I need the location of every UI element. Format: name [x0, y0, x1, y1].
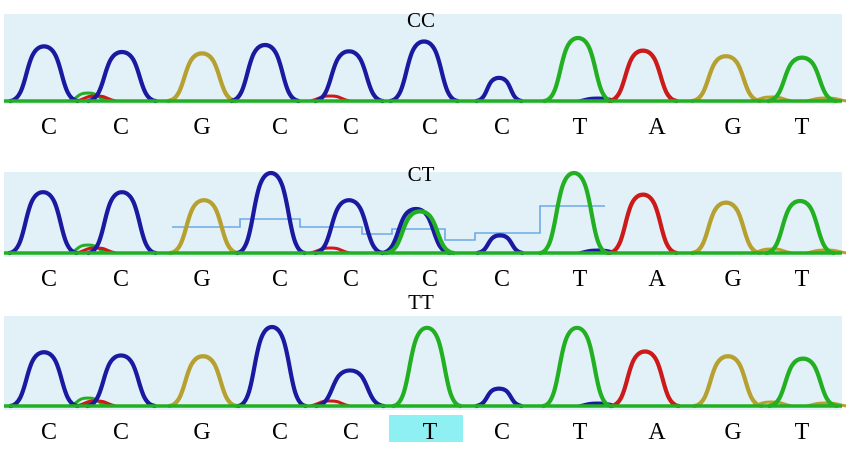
base-call-label: C: [422, 266, 438, 292]
base-call-label: G: [193, 114, 210, 140]
base-call-label: T: [573, 266, 588, 292]
peak-t-6: [384, 209, 456, 256]
peak-g-2: [166, 51, 238, 104]
peak-a-8: [609, 349, 681, 409]
base-call-label: T: [795, 266, 810, 292]
base-call-label: T: [795, 114, 810, 140]
peak-c-0: [8, 350, 80, 409]
base-call-label: C: [113, 266, 129, 292]
base-call-label: G: [724, 114, 741, 140]
peak-c-3: [235, 170, 307, 256]
base-call-label: A: [648, 419, 666, 445]
base-call-label: T: [573, 419, 588, 445]
base-call-label: T: [795, 419, 810, 445]
peak-t-5: [391, 325, 463, 409]
base-call-label: G: [724, 266, 741, 292]
panel-title-ct: CT: [407, 162, 435, 186]
peak-c-0: [7, 190, 79, 256]
peak-c-6: [474, 386, 524, 409]
peak-a-9: [607, 192, 679, 256]
base-call-label: C: [494, 419, 510, 445]
variant-highlight: [389, 415, 463, 442]
base-call-label: A: [648, 266, 666, 292]
peak-t-8: [538, 170, 610, 256]
base-call-label: T: [573, 114, 588, 140]
base-call-label: C: [343, 114, 359, 140]
peak-c-4: [314, 368, 386, 409]
peak-a-8: [607, 48, 679, 104]
peak-c-5: [380, 206, 452, 256]
base-call-label: C: [343, 419, 359, 445]
base-call-label: C: [272, 114, 288, 140]
base-call-label: C: [113, 114, 129, 140]
peak-t-10: [767, 356, 839, 409]
base-call-label: C: [422, 114, 438, 140]
panel-title-tt: TT: [408, 290, 434, 314]
base-call-label: A: [648, 114, 666, 140]
base-call-label: C: [41, 266, 57, 292]
base-call-label: T: [423, 419, 438, 445]
panel-title-cc: CC: [406, 8, 435, 32]
peak-c-1: [86, 49, 158, 104]
base-call-label: C: [41, 114, 57, 140]
peak-c-4: [313, 49, 385, 104]
peak-t-7: [542, 35, 614, 104]
base-call-label: G: [193, 266, 210, 292]
base-call-label: C: [343, 266, 359, 292]
quality-trace-line: [172, 205, 605, 241]
peak-g-2: [167, 354, 239, 409]
base-call-label: G: [724, 419, 741, 445]
peak-t-11: [764, 198, 836, 256]
base-call-label: C: [494, 266, 510, 292]
peak-c-5: [388, 39, 460, 104]
peak-c-3: [229, 42, 301, 104]
peak-c-1: [85, 353, 157, 409]
peak-g-9: [692, 354, 764, 409]
peak-g-9: [690, 54, 762, 104]
peak-g-2: [168, 198, 240, 256]
base-call-label: C: [272, 266, 288, 292]
peak-t-7: [541, 325, 613, 409]
peak-c-4: [313, 198, 385, 256]
peak-c-0: [8, 44, 80, 104]
base-call-label: C: [41, 419, 57, 445]
peak-t-10: [766, 55, 838, 104]
peak-c-7: [475, 233, 525, 256]
base-call-label: G: [193, 419, 210, 445]
base-call-label: C: [113, 419, 129, 445]
peak-c-3: [236, 324, 308, 409]
peak-c-1: [86, 190, 158, 256]
peak-c-6: [474, 75, 524, 104]
base-call-label: C: [494, 114, 510, 140]
base-call-label: C: [272, 419, 288, 445]
peak-g-10: [690, 200, 762, 256]
